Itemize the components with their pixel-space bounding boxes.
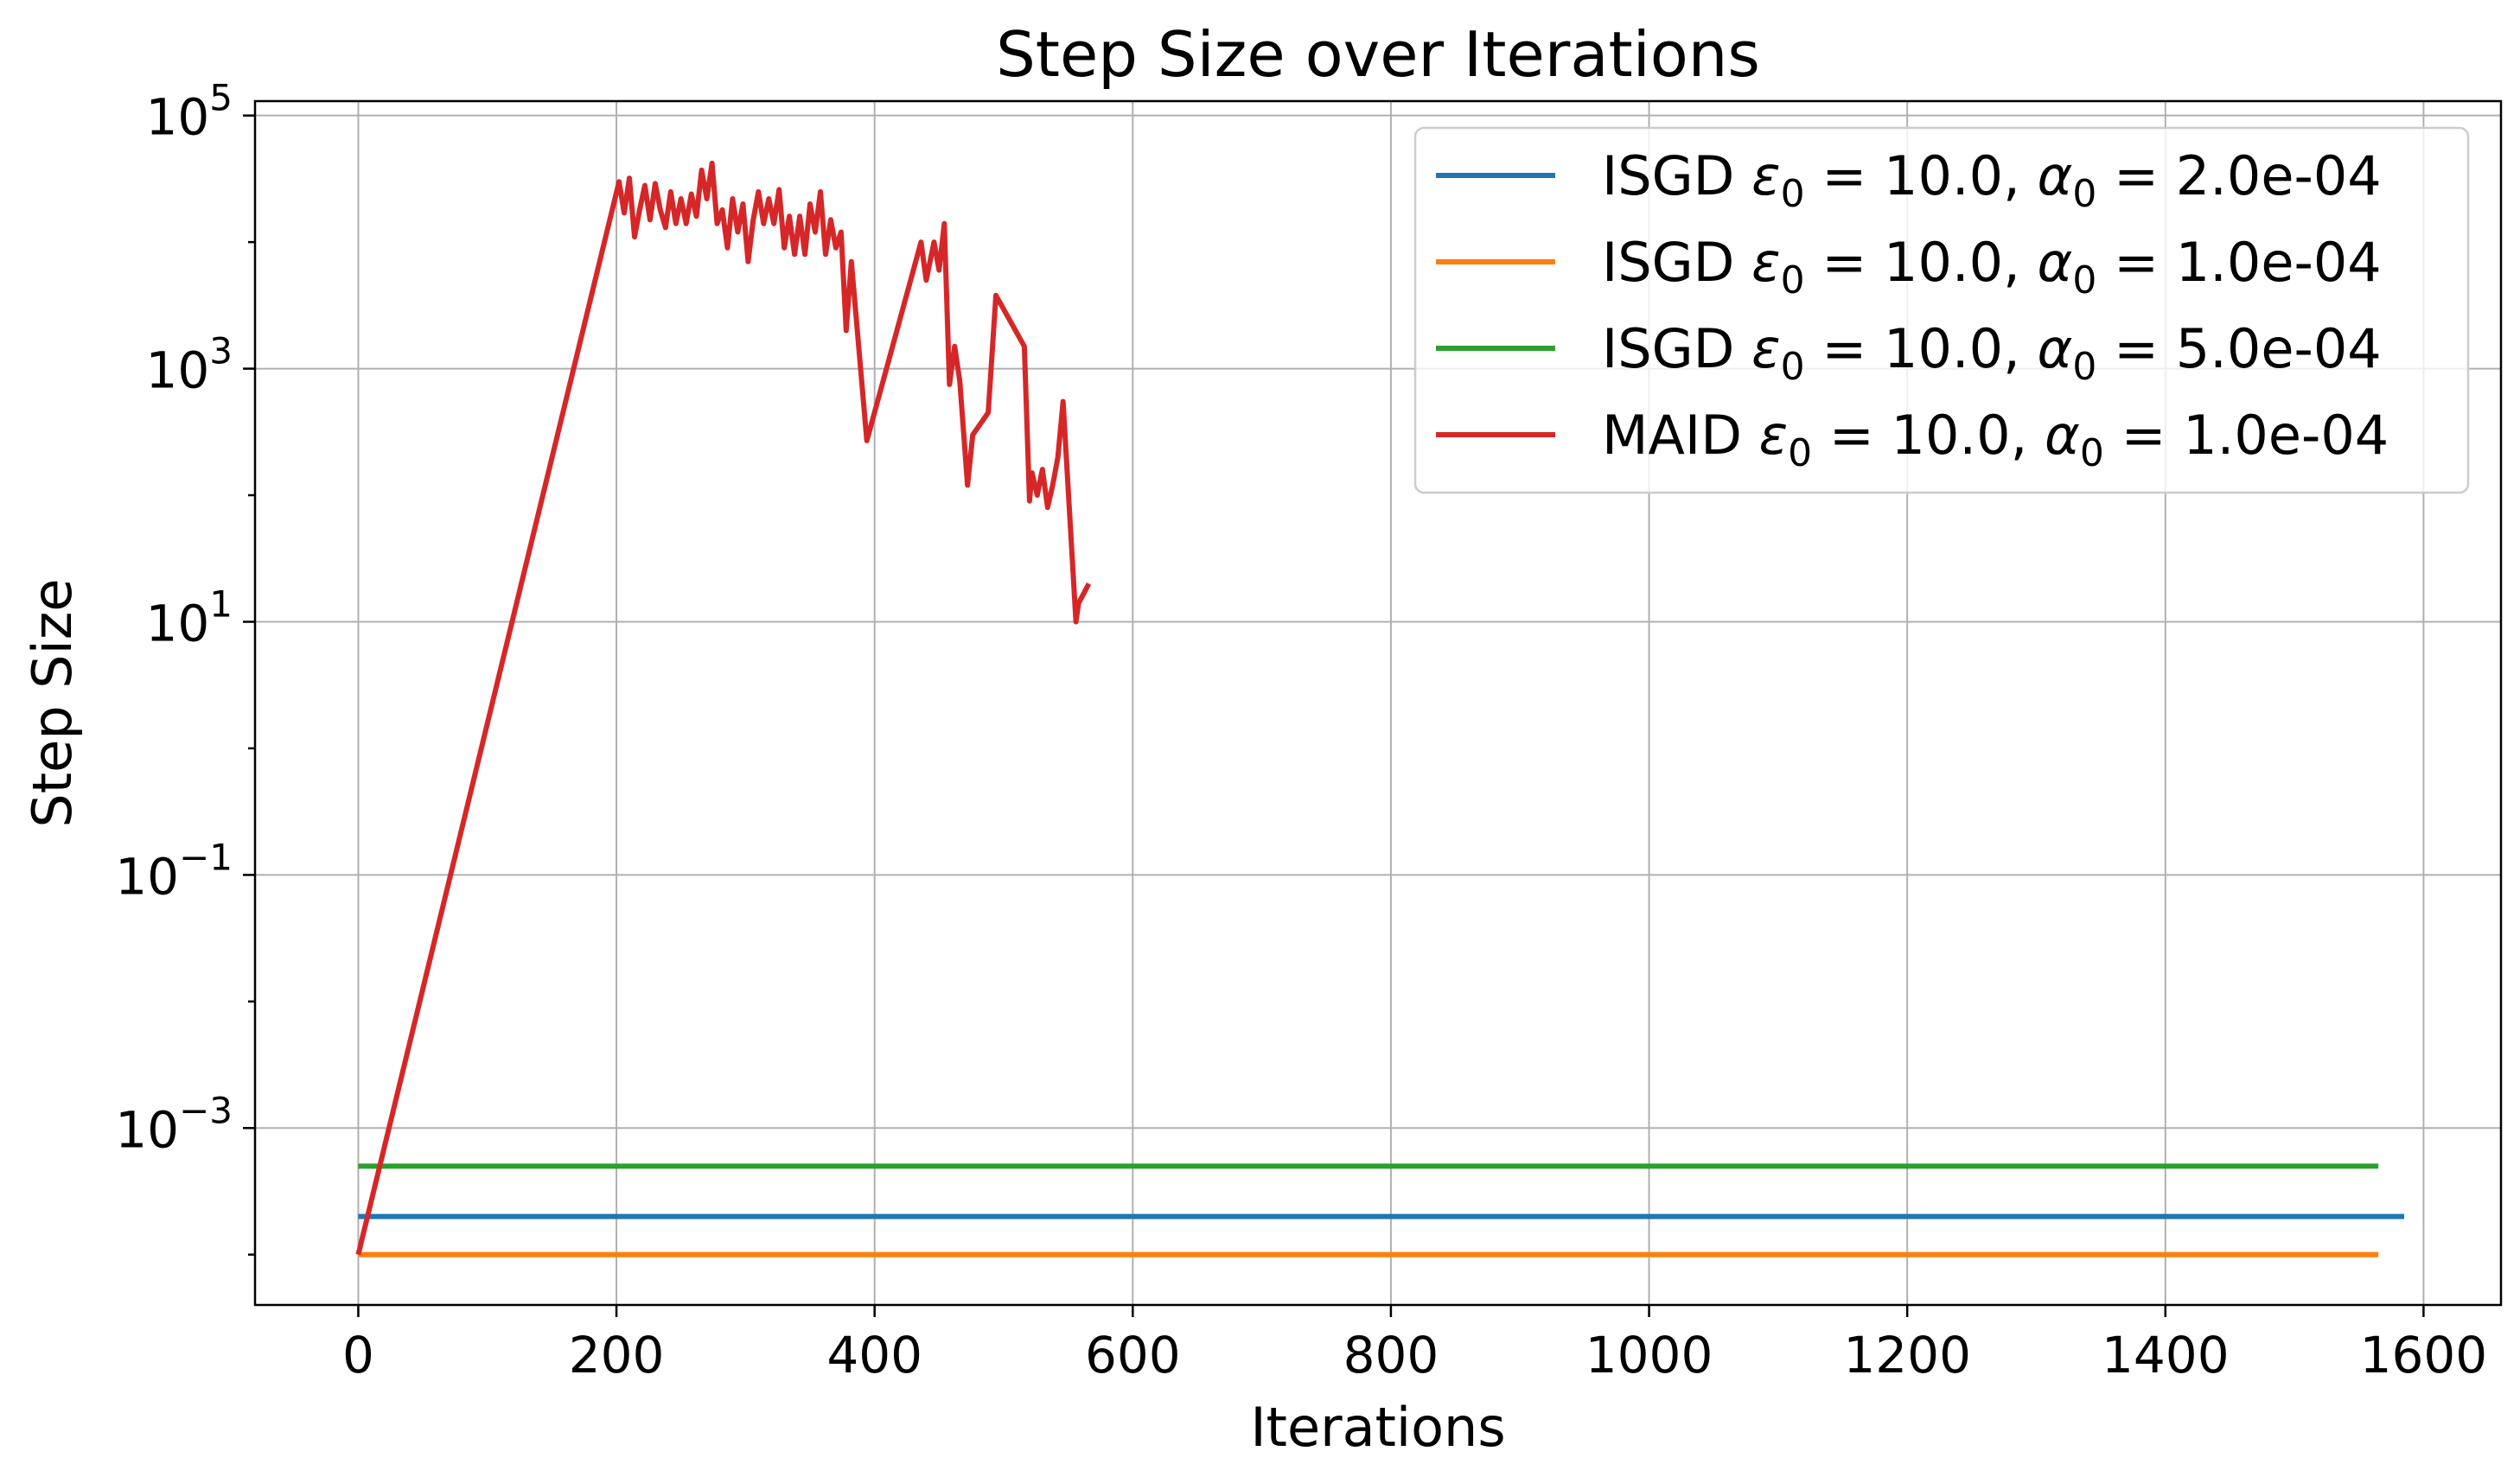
x-tick-label: 1200 <box>1843 1326 1971 1384</box>
legend-box <box>1413 126 2470 494</box>
y-tick-label: 10−3 <box>115 1089 233 1159</box>
x-tick-label: 400 <box>826 1326 922 1384</box>
legend-entry: MAID ε0 = 10.0, α0 = 1.0e-04 <box>1602 404 2389 475</box>
x-tick-label: 1400 <box>2102 1326 2230 1384</box>
x-tick-label: 600 <box>1085 1326 1181 1384</box>
x-tick-label: 1000 <box>1585 1326 1713 1384</box>
x-tick-label: 800 <box>1343 1326 1439 1384</box>
axis-ticks: 0 200 400 600 800 1000 1200 1400 1600 105 103 101 10… <box>115 77 2487 1384</box>
y-axis-label: Step Size <box>21 578 84 827</box>
x-tick-label: 1600 <box>2360 1326 2488 1384</box>
plot-area-frame <box>253 99 2503 1307</box>
series-lines <box>355 160 2404 1257</box>
chart-title: Step Size over Iterations <box>996 18 1760 91</box>
y-tick-label: 105 <box>145 77 233 147</box>
legend: ISGD ε0 = 10.0, α0 = 2.0e-04 ISGD ε0 = 10… <box>1413 126 2470 494</box>
legend-entry: ISGD ε0 = 10.0, α0 = 5.0e-04 <box>1602 317 2382 389</box>
series-line-4 <box>355 160 1092 1256</box>
legend-entry: ISGD ε0 = 10.0, α0 = 1.0e-04 <box>1602 231 2382 302</box>
x-tick-label: 0 <box>342 1326 374 1384</box>
x-axis-label: Iterations <box>1250 1396 1505 1459</box>
legend-entry: ISGD ε0 = 10.0, α0 = 2.0e-04 <box>1602 144 2382 216</box>
y-tick-label: 101 <box>145 582 233 652</box>
y-tick-label: 103 <box>145 330 233 400</box>
y-tick-label: 10−1 <box>115 836 233 906</box>
x-tick-label: 200 <box>569 1326 665 1384</box>
